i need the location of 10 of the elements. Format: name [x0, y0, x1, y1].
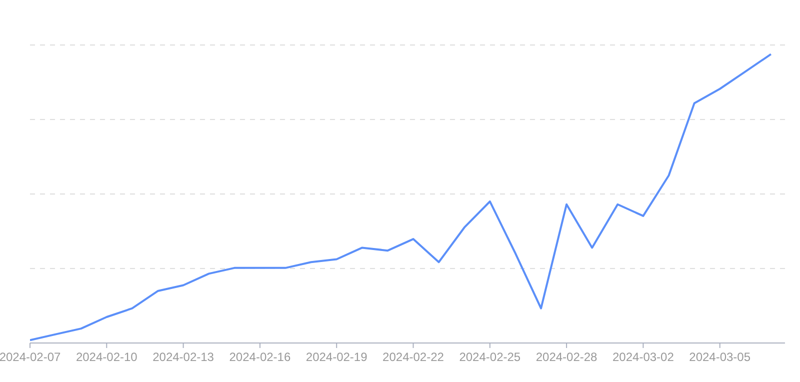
x-tick-label: 2024-02-07: [0, 350, 62, 364]
x-tick-label: 2024-03-02: [612, 350, 674, 364]
x-tick-label: 2024-02-16: [229, 350, 291, 364]
x-tick-label: 2024-02-22: [382, 350, 444, 364]
x-tick-label: 2024-02-19: [306, 350, 368, 364]
x-tick-label: 2024-02-13: [152, 350, 214, 364]
x-tick-label: 2024-02-28: [536, 350, 598, 364]
x-tick-label: 2024-02-25: [459, 350, 521, 364]
x-tick-label: 2024-03-05: [689, 350, 751, 364]
x-tick-label: 2024-02-10: [76, 350, 138, 364]
